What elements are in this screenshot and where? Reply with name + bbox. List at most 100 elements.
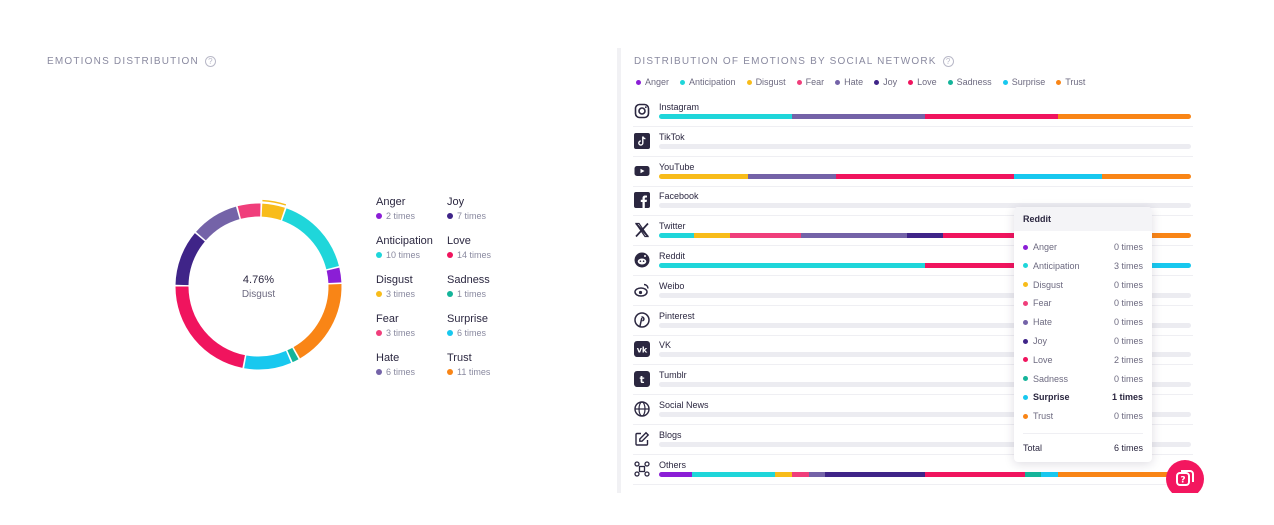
network-row-weibo[interactable]: Weibo [633, 278, 1193, 306]
bar-segment[interactable] [925, 471, 1025, 477]
network-stacked-bar[interactable] [659, 352, 1191, 358]
donut-slice-trust[interactable] [293, 284, 342, 359]
bar-segment[interactable] [836, 173, 1014, 179]
globe-icon [633, 400, 651, 418]
chat-help-button[interactable]: ? [1166, 460, 1204, 493]
donut-slice-hate[interactable] [196, 206, 240, 241]
help-circle-icon[interactable]: ? [204, 56, 216, 67]
legend-item-trust[interactable]: Trust 11 times [447, 352, 527, 381]
donut-slice-fear[interactable] [237, 203, 261, 219]
series-name: Joy [883, 77, 898, 87]
legend-item-name: Anticipation [376, 235, 433, 247]
bar-segment[interactable] [659, 173, 748, 179]
series-legend-hate[interactable]: Hate [835, 77, 863, 87]
legend-item-surprise[interactable]: Surprise 6 times [447, 313, 527, 342]
series-name: Anger [645, 77, 670, 87]
bar-segment[interactable] [692, 471, 776, 477]
bar-segment[interactable] [1120, 233, 1191, 239]
svg-text:vk: vk [637, 346, 648, 355]
series-legend-love[interactable]: Love [908, 77, 937, 87]
bar-segment[interactable] [1041, 471, 1058, 477]
network-row-social-news[interactable]: Social News [633, 397, 1193, 425]
network-row-instagram[interactable]: Instagram [633, 99, 1193, 127]
legend-item-name: Joy [447, 196, 465, 208]
donut-slice-sadness[interactable] [287, 347, 299, 363]
donut-slice-love[interactable] [175, 286, 246, 368]
network-stacked-bar[interactable] [659, 322, 1191, 328]
network-stacked-bar[interactable] [659, 143, 1191, 149]
legend-item-joy[interactable]: Joy 7 times [447, 196, 527, 225]
bar-segment[interactable] [1058, 471, 1191, 477]
bar-segment[interactable] [1102, 173, 1191, 179]
network-stacked-bar[interactable] [659, 412, 1191, 417]
tooltip-row-hate: Hate 0 times [1023, 317, 1143, 327]
network-stacked-bar[interactable] [659, 471, 1191, 477]
network-row-others[interactable]: Others [633, 457, 1193, 485]
network-row-youtube[interactable]: YouTube [633, 159, 1193, 187]
bar-segment[interactable] [659, 471, 693, 477]
weibo-icon [633, 281, 651, 299]
network-stacked-bar[interactable] [659, 203, 1191, 209]
legend-count-text: 6 times [457, 328, 487, 338]
series-legend-anger[interactable]: Anger [636, 77, 669, 87]
network-stacked-bar[interactable] [659, 382, 1191, 388]
legend-item-hate[interactable]: Hate 6 times [376, 352, 447, 381]
network-row-pinterest[interactable]: Pinterest [633, 308, 1193, 336]
help-circle-icon[interactable]: ? [942, 56, 954, 67]
series-legend-sadness[interactable]: Sadness [947, 77, 992, 87]
bar-segment[interactable] [792, 114, 925, 119]
bar-segment[interactable] [1024, 471, 1042, 477]
network-stacked-bar[interactable] [659, 114, 1191, 119]
bar-segment[interactable] [747, 173, 837, 179]
bar-segment[interactable] [808, 471, 826, 477]
tooltip-dot [1023, 282, 1028, 288]
series-dot [680, 79, 686, 85]
legend-item-sadness[interactable]: Sadness 1 times [447, 274, 527, 303]
series-name: Fear [805, 77, 825, 87]
donut-slice-anger[interactable] [326, 267, 342, 284]
bar-segment[interactable] [925, 114, 1058, 119]
bar-segment[interactable] [825, 471, 925, 477]
bar-segment[interactable] [1013, 173, 1103, 179]
bar-segment[interactable] [729, 233, 801, 239]
bar-segment[interactable] [659, 233, 695, 239]
network-stacked-bar[interactable] [659, 292, 1191, 298]
network-row-vk[interactable]: vk VK [633, 337, 1193, 366]
network-row-tiktok[interactable]: TikTok [633, 129, 1193, 157]
donut-slice-joy[interactable] [175, 233, 205, 286]
donut-slice-surprise[interactable] [244, 350, 292, 370]
series-legend-fear[interactable]: Fear [796, 77, 825, 87]
bar-segment[interactable] [659, 263, 925, 268]
donut-slice-anticipation[interactable] [281, 208, 339, 270]
youtube-icon [633, 162, 651, 180]
donut-slice-disgust[interactable] [261, 203, 285, 221]
legend-item-name: Fear [376, 313, 399, 325]
network-row-tumblr[interactable]: t Tumblr [633, 367, 1193, 396]
bar-segment[interactable] [907, 233, 943, 239]
series-legend-surprise[interactable]: Surprise [1002, 77, 1045, 87]
legend-item-anger[interactable]: Anger 2 times [376, 196, 447, 225]
network-row-facebook[interactable]: Facebook [633, 188, 1193, 217]
series-legend-disgust[interactable]: Disgust [746, 77, 786, 87]
series-legend-joy[interactable]: Joy [874, 77, 897, 87]
bar-segment[interactable] [800, 233, 908, 239]
bar-segment[interactable] [1058, 114, 1191, 119]
legend-item-anticipation[interactable]: Anticipation 10 times [376, 235, 447, 264]
legend-item-disgust[interactable]: Disgust 3 times [376, 274, 447, 303]
tooltip-row-anticipation: Anticipation 3 times [1023, 261, 1143, 271]
series-legend-trust[interactable]: Trust [1056, 77, 1085, 87]
network-stacked-bar[interactable] [659, 173, 1191, 179]
bar-segment[interactable] [694, 233, 730, 239]
network-row-blogs[interactable]: Blogs [633, 427, 1193, 455]
section-title-text: DISTRIBUTION OF EMOTIONS BY SOCIAL NETWO… [634, 56, 937, 67]
bar-segment[interactable] [792, 471, 809, 477]
bar-segment[interactable] [775, 471, 792, 477]
legend-item-love[interactable]: Love 14 times [447, 235, 527, 264]
bar-segment[interactable] [659, 114, 792, 119]
series-legend-anticipation[interactable]: Anticipation [680, 77, 736, 87]
bar-segment[interactable] [925, 263, 1103, 268]
legend-item-count: 1 times [447, 289, 527, 299]
legend-item-fear[interactable]: Fear 3 times [376, 313, 447, 342]
series-name: Sadness [956, 77, 992, 87]
network-stacked-bar[interactable] [659, 441, 1191, 447]
